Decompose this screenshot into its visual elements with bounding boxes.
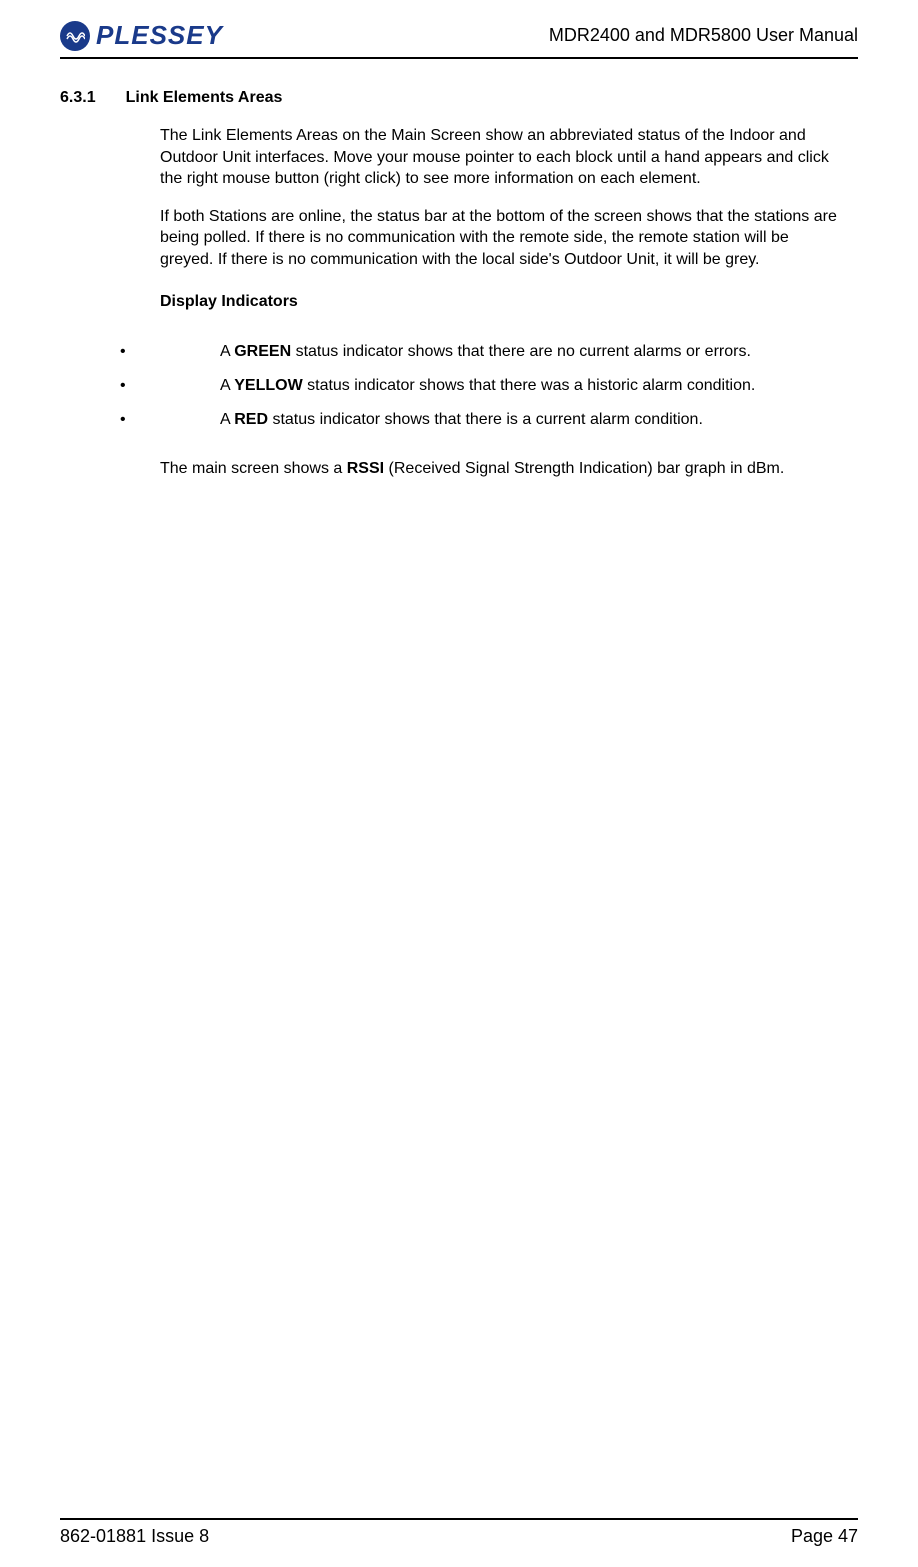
bullet-prefix: A — [220, 377, 234, 394]
paragraph-2: If both Stations are online, the status … — [160, 206, 838, 271]
bullet-icon: • — [120, 341, 220, 363]
bullet-bold-word: GREEN — [234, 343, 291, 360]
paragraph-1: The Link Elements Areas on the Main Scre… — [160, 125, 838, 190]
bullet-text: A RED status indicator shows that there … — [220, 409, 838, 431]
bullet-icon: • — [120, 375, 220, 397]
bullet-suffix: status indicator shows that there was a … — [303, 377, 756, 394]
list-item: • A YELLOW status indicator shows that t… — [120, 375, 838, 397]
list-item: • A RED status indicator shows that ther… — [120, 409, 838, 431]
closing-paragraph: The main screen shows a RSSI (Received S… — [160, 458, 838, 480]
indicator-bullet-list: • A GREEN status indicator shows that th… — [120, 341, 838, 432]
document-reference: 862-01881 Issue 8 — [60, 1526, 209, 1547]
bullet-bold-word: RED — [234, 411, 268, 428]
bullet-suffix: status indicator shows that there is a c… — [268, 411, 703, 428]
bullet-text: A GREEN status indicator shows that ther… — [220, 341, 838, 363]
page-footer: 862-01881 Issue 8 Page 47 — [60, 1518, 858, 1547]
section-title: Link Elements Areas — [126, 89, 283, 107]
list-item: • A GREEN status indicator shows that th… — [120, 341, 838, 363]
closing-prefix: The main screen shows a — [160, 460, 347, 477]
section-number: 6.3.1 — [60, 89, 96, 107]
bullet-suffix: status indicator shows that there are no… — [291, 343, 751, 360]
section-heading: 6.3.1 Link Elements Areas — [60, 89, 858, 107]
closing-bold: RSSI — [347, 460, 384, 477]
bullet-bold-word: YELLOW — [234, 377, 302, 394]
bullet-icon: • — [120, 409, 220, 431]
display-indicators-heading: Display Indicators — [160, 293, 858, 311]
brand-logo: PLESSEY — [60, 20, 223, 51]
page-header: PLESSEY MDR2400 and MDR5800 User Manual — [60, 20, 858, 59]
brand-name: PLESSEY — [96, 20, 223, 51]
bullet-text: A YELLOW status indicator shows that the… — [220, 375, 838, 397]
closing-suffix: (Received Signal Strength Indication) ba… — [384, 460, 784, 477]
page-number: Page 47 — [791, 1526, 858, 1547]
manual-title: MDR2400 and MDR5800 User Manual — [549, 25, 858, 46]
bullet-prefix: A — [220, 343, 234, 360]
logo-wave-icon — [65, 26, 85, 46]
bullet-prefix: A — [220, 411, 234, 428]
logo-emblem-icon — [60, 21, 90, 51]
